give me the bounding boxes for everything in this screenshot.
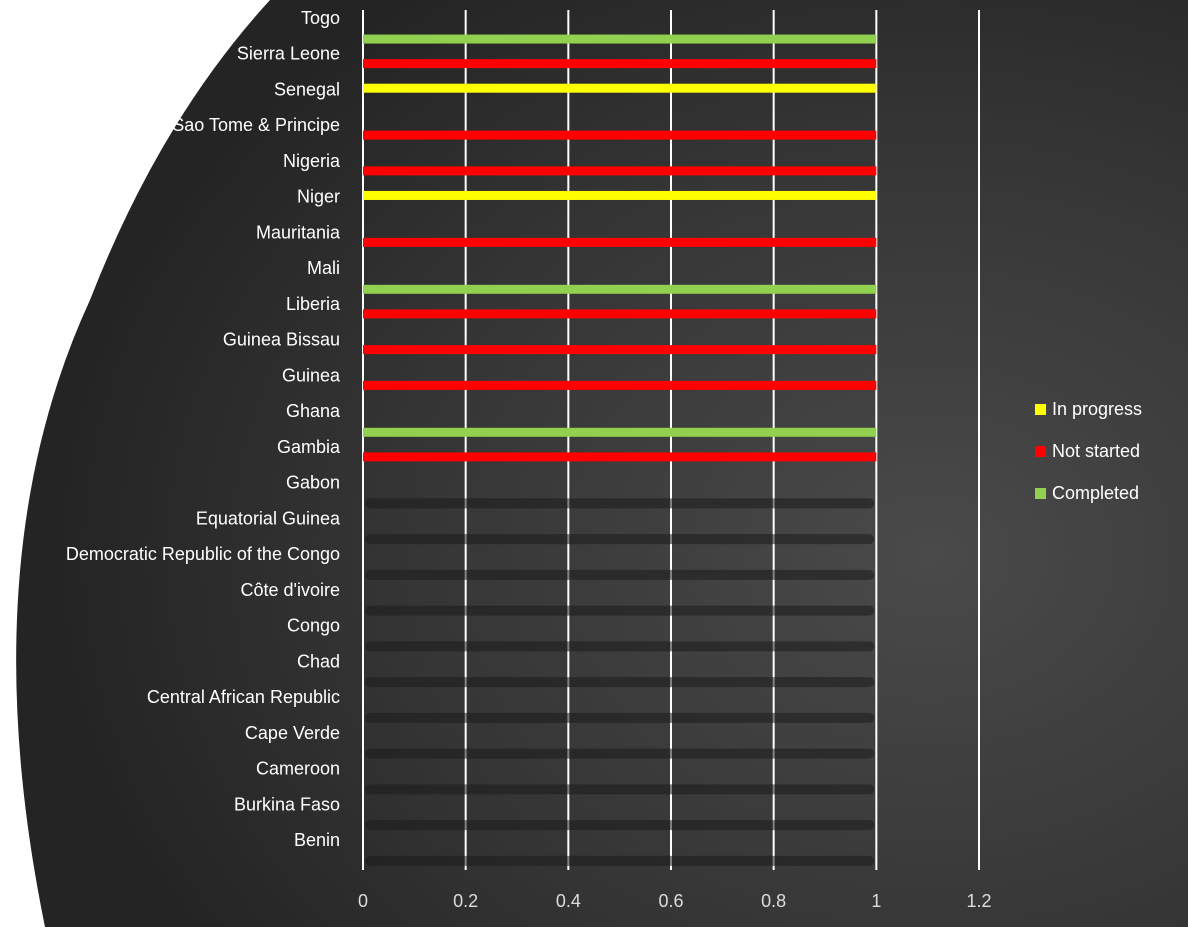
x-tick-label-2: 0.4 [556,891,581,911]
legend-label-in-progress: In progress [1052,399,1142,419]
bars [363,34,877,462]
category-label-gabon: Gabon [286,473,340,493]
x-tick-label-0: 0 [358,891,368,911]
empty-band-cameroon [365,784,875,795]
x-tick-labels: 0 0.2 0.4 0.6 0.8 1 1.2 [358,891,992,911]
category-label-niger: Niger [297,187,340,207]
x-tick-label-3: 0.6 [658,891,683,911]
category-label-ghana: Ghana [286,401,341,421]
x-tick-label-5: 1 [871,891,881,911]
empty-band-equatorial-guinea [365,534,875,545]
category-label-c-te-d-ivoire: Côte d'ivoire [241,580,340,600]
x-tick-label-1: 0.2 [453,891,478,911]
empty-band-chad [365,677,875,688]
category-label-sao-tome-principe: Sao Tome & Principe [172,115,340,135]
empty-band-congo [365,641,875,652]
category-label-burkina-faso: Burkina Faso [234,794,340,814]
category-label-sierra-leone: Sierra Leone [237,44,340,64]
category-label-guinea-bissau: Guinea Bissau [223,330,340,350]
chart-background [16,0,1188,927]
category-label-mali: Mali [307,258,340,278]
category-label-togo: Togo [301,8,340,28]
x-tick-label-6: 1.2 [966,891,991,911]
bar-completed-mali [363,284,877,294]
legend-label-not-started: Not started [1052,441,1140,461]
category-label-central-african-republic: Central African Republic [147,687,340,707]
empty-band-central-african-republic [365,712,875,723]
legend-swatch-not-started [1035,446,1046,457]
empty-band-benin [365,855,875,866]
empty-row-bands [365,498,875,866]
bar-not-started-gambia [363,452,877,462]
empty-band-democratic-republic-of-the-congo [365,569,875,580]
bar-not-started-sierra-leone [363,59,877,69]
legend: In progress Not started Completed [1035,399,1142,503]
bar-not-started-mauritania [363,237,877,247]
category-labels: Benin Burkina Faso Cameroon Cape Verde Centr… [66,8,341,850]
bar-completed-ghana [363,427,877,437]
bar-in-progress-senegal [363,83,877,93]
x-tick-label-4: 0.8 [761,891,786,911]
category-label-congo: Congo [287,616,340,636]
category-label-democratic-republic-of-the-congo: Democratic Republic of the Congo [66,544,340,564]
category-label-cape-verde: Cape Verde [245,723,340,743]
bar-in-progress-niger [363,190,877,200]
gridlines [362,10,980,870]
legend-swatch-completed [1035,488,1046,499]
empty-band-cape-verde [365,748,875,759]
bar-not-started-guinea-bissau [363,345,877,355]
legend-swatch-in-progress [1035,404,1046,415]
bar-not-started-guinea [363,380,877,390]
category-label-senegal: Senegal [274,79,340,99]
bar-completed-togo [363,34,877,44]
legend-label-completed: Completed [1052,483,1139,503]
category-label-mauritania: Mauritania [256,222,341,242]
bar-not-started-nigeria [363,166,877,176]
empty-band-burkina-faso [365,820,875,831]
category-label-guinea: Guinea [282,365,341,385]
category-label-chad: Chad [297,651,340,671]
category-label-equatorial-guinea: Equatorial Guinea [196,508,341,528]
bar-not-started-sao-tome-principe [363,130,877,140]
category-label-gambia: Gambia [277,437,341,457]
empty-band-c-te-d-ivoire [365,605,875,616]
category-label-liberia: Liberia [286,294,341,314]
bar-not-started-liberia [363,309,877,319]
category-label-nigeria: Nigeria [283,151,341,171]
category-label-benin: Benin [294,830,340,850]
category-label-cameroon: Cameroon [256,759,340,779]
empty-band-gabon [365,498,875,509]
